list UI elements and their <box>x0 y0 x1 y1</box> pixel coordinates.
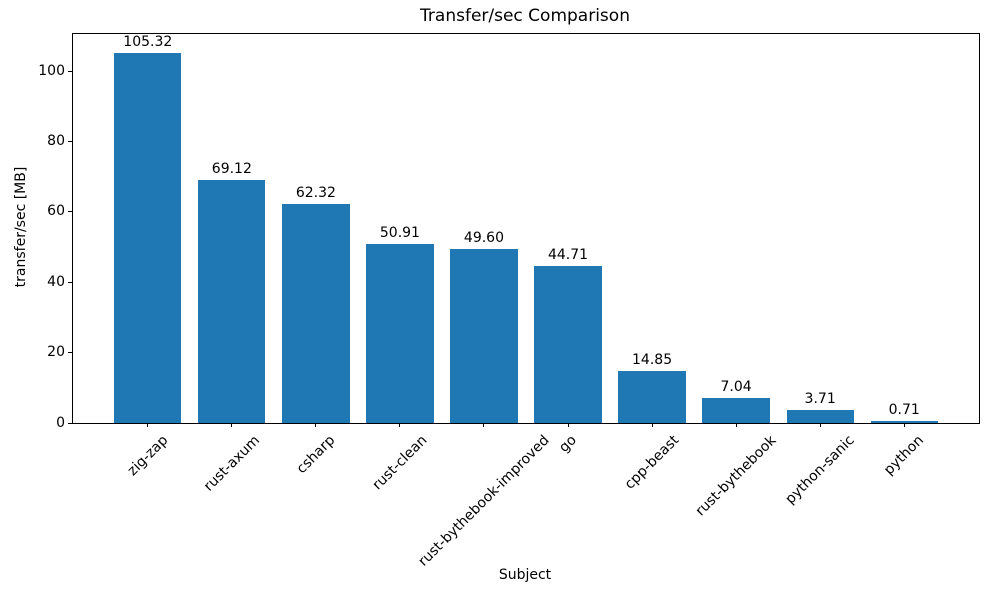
plot-area: 0 20 40 60 80 100 105.32 zig-zap 69.12 rust-axum 6… <box>38 33 980 570</box>
x-tick-mark <box>483 423 485 427</box>
bar-value-label: 50.91 <box>379 224 420 241</box>
x-tick-label: csharp <box>293 432 339 477</box>
y-tick-mark <box>68 141 72 143</box>
y-tick-mark <box>68 281 72 283</box>
x-tick-mark <box>567 423 569 427</box>
y-tick-label: 40 <box>47 273 65 290</box>
bar-value-label: 7.04 <box>720 379 752 396</box>
x-tick-mark <box>315 423 317 427</box>
bar <box>450 248 518 423</box>
bar <box>618 370 686 423</box>
chart-title: Transfer/sec Comparison <box>420 6 630 26</box>
bar-value-label: 105.32 <box>123 33 173 50</box>
x-tick-label: go <box>556 432 580 456</box>
x-tick-label: python <box>881 432 928 479</box>
x-axis-label: Subject <box>498 567 552 583</box>
x-tick-mark <box>903 423 905 427</box>
bar-value-label: 62.32 <box>295 184 336 201</box>
y-tick-label: 0 <box>56 414 65 431</box>
y-tick-mark <box>68 70 72 72</box>
bar-value-label: 0.71 <box>888 401 920 418</box>
bar-value-label: 44.71 <box>547 246 589 263</box>
y-tick-mark <box>68 352 72 354</box>
x-tick-mark <box>147 423 149 427</box>
bar <box>786 409 854 423</box>
x-tick-label: rust-bythebook <box>692 432 780 520</box>
x-tick-label: rust-bythebook-improved <box>415 432 553 570</box>
bar-value-label: 3.71 <box>804 390 836 407</box>
bar-value-label: 69.12 <box>211 160 252 177</box>
x-tick-mark <box>735 423 737 427</box>
bar <box>198 179 266 423</box>
bar <box>702 398 770 423</box>
bar <box>282 203 350 423</box>
y-tick-label: 20 <box>47 344 65 361</box>
x-tick-mark <box>819 423 821 427</box>
x-tick-mark <box>399 423 401 427</box>
bar <box>366 243 434 423</box>
x-tick-label: rust-clean <box>369 432 431 494</box>
x-tick-label: rust-axum <box>200 432 263 495</box>
x-tick-mark <box>231 423 233 427</box>
bar <box>114 52 182 423</box>
x-tick-label: python-sanic <box>782 432 858 508</box>
x-tick-mark <box>651 423 653 427</box>
bar-value-label: 49.60 <box>463 229 505 246</box>
y-tick-mark <box>68 211 72 213</box>
y-tick-label: 80 <box>47 133 65 150</box>
x-tick-label: zig-zap <box>124 432 172 480</box>
y-tick-label: 60 <box>47 203 65 220</box>
y-axis-label: transfer/sec [MB] <box>13 166 29 288</box>
y-tick-mark <box>68 422 72 424</box>
bar-value-label: 14.85 <box>632 351 673 368</box>
bar <box>870 420 938 423</box>
x-tick-label: cpp-beast <box>621 432 683 493</box>
y-tick-label: 100 <box>38 62 65 79</box>
bar <box>534 265 602 423</box>
